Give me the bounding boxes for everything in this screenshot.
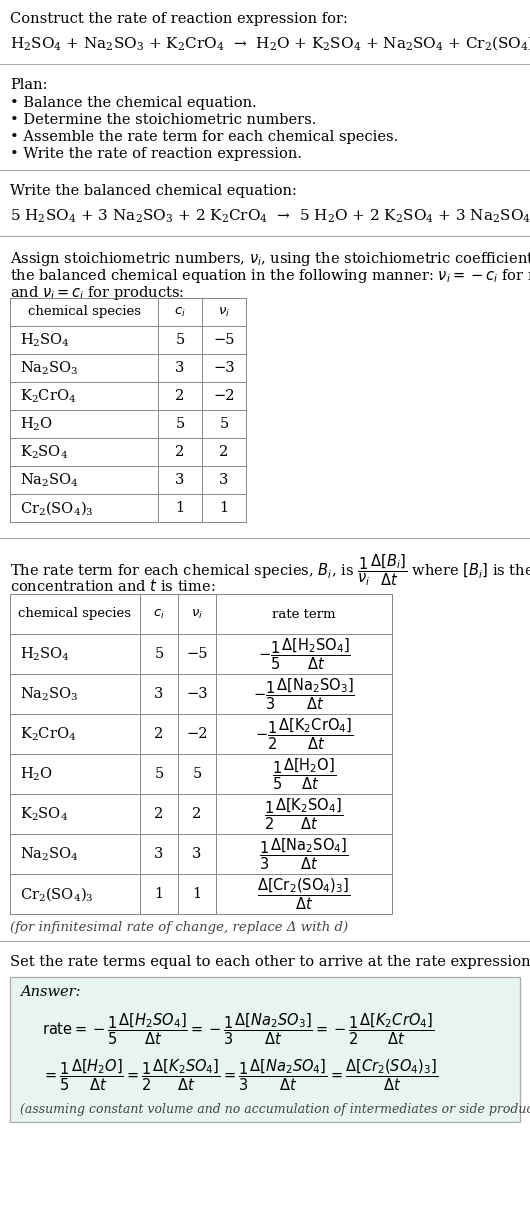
Text: $\mathregular{K_2CrO_4}$: $\mathregular{K_2CrO_4}$ <box>20 725 76 743</box>
Text: $c_i$: $c_i$ <box>153 608 165 621</box>
Text: $\mathregular{Na_2SO_3}$: $\mathregular{Na_2SO_3}$ <box>20 685 78 703</box>
Text: −3: −3 <box>213 361 235 374</box>
Text: 5: 5 <box>192 767 201 782</box>
Text: 3: 3 <box>154 847 164 861</box>
Text: (assuming constant volume and no accumulation of intermediates or side products): (assuming constant volume and no accumul… <box>20 1103 530 1116</box>
Text: 3: 3 <box>175 361 184 374</box>
Text: (for infinitesimal rate of change, replace Δ with d): (for infinitesimal rate of change, repla… <box>10 920 348 934</box>
Text: $-\dfrac{1}{2}\dfrac{\Delta[\mathrm{K_2CrO_4}]}{\Delta t}$: $-\dfrac{1}{2}\dfrac{\Delta[\mathrm{K_2C… <box>255 716 353 751</box>
Bar <box>10 594 392 914</box>
Text: 5: 5 <box>154 767 164 782</box>
Text: 1: 1 <box>192 887 201 901</box>
Text: $\mathrm{rate} = -\dfrac{1}{5}\dfrac{\Delta[H_2SO_4]}{\Delta t} = -\dfrac{1}{3}\: $\mathrm{rate} = -\dfrac{1}{5}\dfrac{\De… <box>42 1011 434 1046</box>
Bar <box>10 977 520 1122</box>
Text: $\mathregular{K_2CrO_4}$: $\mathregular{K_2CrO_4}$ <box>20 388 76 405</box>
Text: Plan:: Plan: <box>10 79 48 92</box>
Text: $\mathregular{H_2O}$: $\mathregular{H_2O}$ <box>20 766 53 783</box>
Text: $\mathregular{H_2SO_4}$: $\mathregular{H_2SO_4}$ <box>20 331 70 349</box>
Text: $\mathregular{Na_2SO_4}$: $\mathregular{Na_2SO_4}$ <box>20 846 79 863</box>
Text: 2: 2 <box>154 807 164 821</box>
Text: 5: 5 <box>175 333 184 347</box>
Text: 1: 1 <box>154 887 164 901</box>
Text: −2: −2 <box>186 727 208 741</box>
Text: The rate term for each chemical species, $B_i$, is $\dfrac{1}{\nu_i}\dfrac{\Delt: The rate term for each chemical species,… <box>10 552 530 587</box>
Text: −5: −5 <box>213 333 235 347</box>
Text: $\dfrac{\Delta[\mathrm{Cr_2(SO_4)_3}]}{\Delta t}$: $\dfrac{\Delta[\mathrm{Cr_2(SO_4)_3}]}{\… <box>258 876 351 912</box>
Text: $\nu_i$: $\nu_i$ <box>191 608 203 621</box>
Text: • Determine the stoichiometric numbers.: • Determine the stoichiometric numbers. <box>10 114 316 127</box>
Text: 2: 2 <box>154 727 164 741</box>
Text: 2: 2 <box>175 389 184 403</box>
Text: 1: 1 <box>219 501 228 515</box>
Text: 5: 5 <box>219 417 228 431</box>
Text: $\mathregular{Cr_2(SO_4)_3}$: $\mathregular{Cr_2(SO_4)_3}$ <box>20 885 94 902</box>
Text: $\mathregular{Na_2SO_3}$: $\mathregular{Na_2SO_3}$ <box>20 359 78 377</box>
Text: $\mathregular{K_2SO_4}$: $\mathregular{K_2SO_4}$ <box>20 806 68 823</box>
Text: 2: 2 <box>219 445 228 459</box>
Text: −5: −5 <box>186 647 208 661</box>
Text: Set the rate terms equal to each other to arrive at the rate expression:: Set the rate terms equal to each other t… <box>10 956 530 969</box>
Text: 5 $\mathregular{H_2SO_4}$ + 3 $\mathregular{Na_2SO_3}$ + 2 $\mathregular{K_2CrO_: 5 $\mathregular{H_2SO_4}$ + 3 $\mathregu… <box>10 207 530 223</box>
Text: • Write the rate of reaction expression.: • Write the rate of reaction expression. <box>10 147 302 161</box>
Text: $\mathregular{H_2SO_4}$: $\mathregular{H_2SO_4}$ <box>20 645 70 663</box>
Text: $\mathregular{H_2O}$: $\mathregular{H_2O}$ <box>20 416 53 432</box>
Text: • Assemble the rate term for each chemical species.: • Assemble the rate term for each chemic… <box>10 130 398 144</box>
Text: −2: −2 <box>213 389 235 403</box>
Text: 5: 5 <box>154 647 164 661</box>
Text: 2: 2 <box>175 445 184 459</box>
Text: • Balance the chemical equation.: • Balance the chemical equation. <box>10 95 257 110</box>
Text: Write the balanced chemical equation:: Write the balanced chemical equation: <box>10 184 297 198</box>
Text: 3: 3 <box>192 847 202 861</box>
Bar <box>10 298 246 522</box>
Text: Answer:: Answer: <box>20 985 81 999</box>
Text: Assign stoichiometric numbers, $\nu_i$, using the stoichiometric coefficients, $: Assign stoichiometric numbers, $\nu_i$, … <box>10 250 530 268</box>
Text: 1: 1 <box>175 501 184 515</box>
Text: Construct the rate of reaction expression for:: Construct the rate of reaction expressio… <box>10 12 348 27</box>
Text: $\mathregular{Cr_2(SO_4)_3}$: $\mathregular{Cr_2(SO_4)_3}$ <box>20 499 94 517</box>
Text: 3: 3 <box>219 474 228 487</box>
Text: and $\nu_i = c_i$ for products:: and $\nu_i = c_i$ for products: <box>10 284 184 302</box>
Text: $\mathregular{H_2SO_4}$ + $\mathregular{Na_2SO_3}$ + $\mathregular{K_2CrO_4}$  →: $\mathregular{H_2SO_4}$ + $\mathregular{… <box>10 34 530 52</box>
Text: $\mathregular{K_2SO_4}$: $\mathregular{K_2SO_4}$ <box>20 443 68 460</box>
Text: chemical species: chemical species <box>28 306 140 319</box>
Text: 3: 3 <box>175 474 184 487</box>
Text: $\dfrac{1}{3}\dfrac{\Delta[\mathrm{Na_2SO_4}]}{\Delta t}$: $\dfrac{1}{3}\dfrac{\Delta[\mathrm{Na_2S… <box>259 836 349 872</box>
Text: 5: 5 <box>175 417 184 431</box>
Text: $\nu_i$: $\nu_i$ <box>218 306 230 319</box>
Text: −3: −3 <box>186 687 208 701</box>
Text: $\dfrac{1}{5}\dfrac{\Delta[\mathrm{H_2O}]}{\Delta t}$: $\dfrac{1}{5}\dfrac{\Delta[\mathrm{H_2O}… <box>272 756 336 791</box>
Text: the balanced chemical equation in the following manner: $\nu_i = -c_i$ for react: the balanced chemical equation in the fo… <box>10 267 530 285</box>
Text: $\mathregular{Na_2SO_4}$: $\mathregular{Na_2SO_4}$ <box>20 471 79 489</box>
Text: rate term: rate term <box>272 608 335 621</box>
Text: $c_i$: $c_i$ <box>174 306 186 319</box>
Text: $\dfrac{1}{2}\dfrac{\Delta[\mathrm{K_2SO_4}]}{\Delta t}$: $\dfrac{1}{2}\dfrac{\Delta[\mathrm{K_2SO… <box>264 796 343 832</box>
Text: $= \dfrac{1}{5}\dfrac{\Delta[H_2O]}{\Delta t} = \dfrac{1}{2}\dfrac{\Delta[K_2SO_: $= \dfrac{1}{5}\dfrac{\Delta[H_2O]}{\Del… <box>42 1057 438 1092</box>
Text: 2: 2 <box>192 807 201 821</box>
Text: $-\dfrac{1}{3}\dfrac{\Delta[\mathrm{Na_2SO_3}]}{\Delta t}$: $-\dfrac{1}{3}\dfrac{\Delta[\mathrm{Na_2… <box>253 676 355 712</box>
Text: chemical species: chemical species <box>19 608 131 621</box>
Text: 3: 3 <box>154 687 164 701</box>
Text: $-\dfrac{1}{5}\dfrac{\Delta[\mathrm{H_2SO_4}]}{\Delta t}$: $-\dfrac{1}{5}\dfrac{\Delta[\mathrm{H_2S… <box>258 637 350 672</box>
Text: concentration and $t$ is time:: concentration and $t$ is time: <box>10 577 216 594</box>
